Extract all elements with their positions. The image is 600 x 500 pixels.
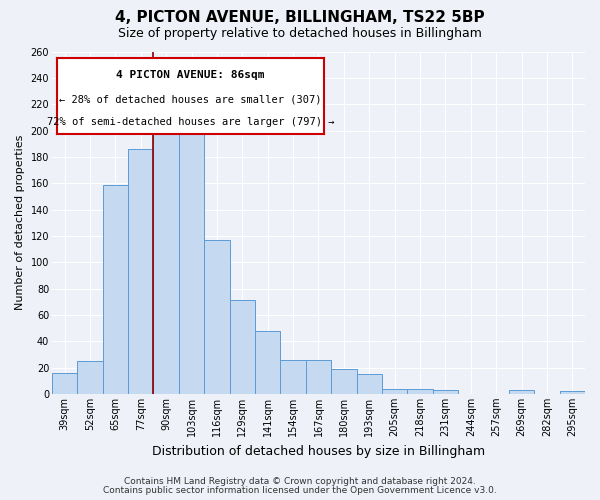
Bar: [179, 111, 204, 394]
Bar: [407, 388, 433, 394]
Bar: [280, 360, 306, 394]
Bar: [433, 390, 458, 394]
Text: Size of property relative to detached houses in Billingham: Size of property relative to detached ho…: [118, 28, 482, 40]
Bar: [204, 240, 230, 394]
Bar: [77, 361, 103, 394]
Bar: [331, 369, 356, 394]
X-axis label: Distribution of detached houses by size in Billingham: Distribution of detached houses by size …: [152, 444, 485, 458]
Bar: [128, 149, 154, 394]
Bar: [509, 390, 534, 394]
Bar: [154, 118, 179, 394]
Bar: [230, 300, 255, 394]
Text: Contains HM Land Registry data © Crown copyright and database right 2024.: Contains HM Land Registry data © Crown c…: [124, 477, 476, 486]
Text: Contains public sector information licensed under the Open Government Licence v3: Contains public sector information licen…: [103, 486, 497, 495]
Bar: [306, 360, 331, 394]
Bar: [103, 184, 128, 394]
Bar: [255, 330, 280, 394]
Bar: [356, 374, 382, 394]
Bar: [560, 392, 585, 394]
Text: 4, PICTON AVENUE, BILLINGHAM, TS22 5BP: 4, PICTON AVENUE, BILLINGHAM, TS22 5BP: [115, 10, 485, 25]
Bar: [382, 388, 407, 394]
Y-axis label: Number of detached properties: Number of detached properties: [15, 135, 25, 310]
Bar: [52, 373, 77, 394]
